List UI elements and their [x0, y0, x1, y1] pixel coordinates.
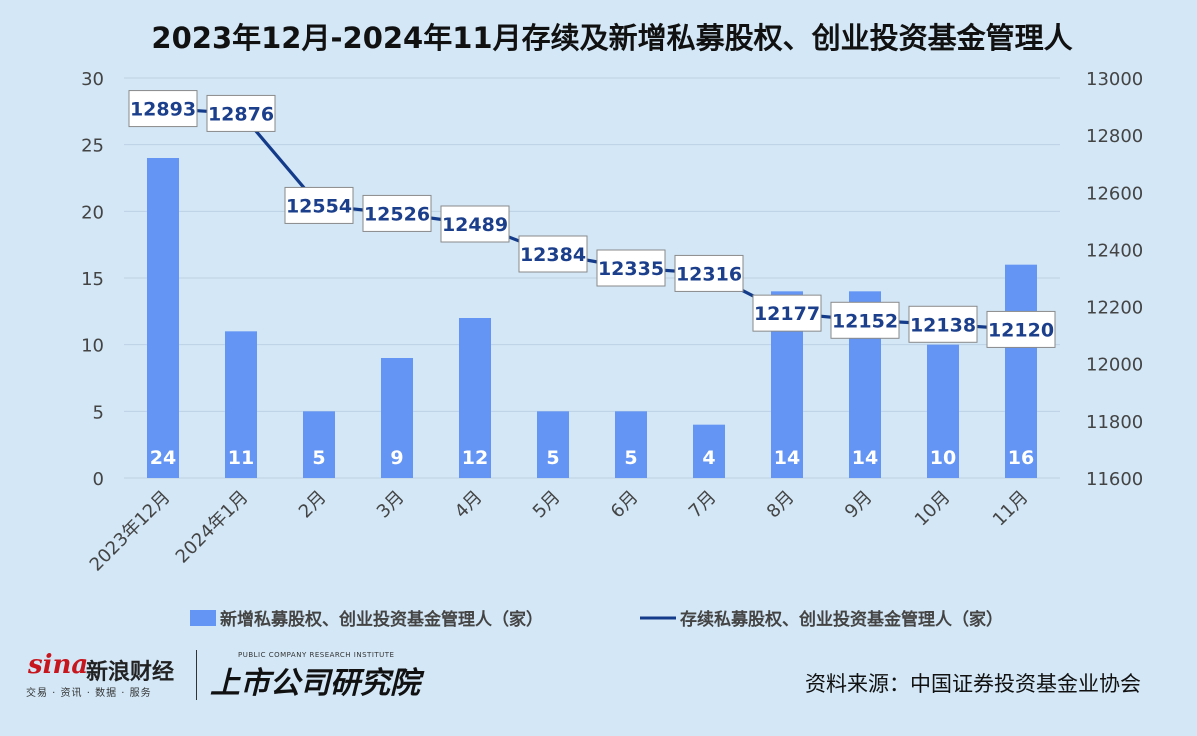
line-label-box [674, 254, 744, 292]
y-right-tick-label: 12800 [1086, 126, 1143, 147]
line-data-label: 12489 [442, 214, 508, 236]
line-data-label: 12335 [598, 258, 664, 280]
bar [927, 344, 959, 478]
line-label-box [128, 90, 198, 128]
line-label-box [284, 186, 354, 224]
bar-data-label: 5 [312, 447, 325, 469]
line-data-label: 12152 [832, 310, 898, 332]
sina-finance-tagline: 交易 · 资讯 · 数据 · 服务 [26, 688, 152, 699]
y-left-tick-label: 10 [81, 336, 104, 357]
bar-data-label: 5 [546, 447, 559, 469]
y-left-tick-label: 20 [81, 202, 104, 223]
footer-logos: sina 新浪财经 交易 · 资讯 · 数据 · 服务 PUBLIC COMPA… [22, 648, 442, 708]
line-data-label: 12120 [988, 319, 1054, 341]
x-tick-label: 10月 [911, 487, 955, 531]
y-right-tick-label: 12000 [1086, 355, 1143, 376]
x-tick-label: 11月 [989, 487, 1033, 531]
y-right-tick-label: 12200 [1086, 298, 1143, 319]
footer-divider [196, 650, 197, 700]
x-tick-label: 9月 [841, 487, 877, 523]
x-tick-label: 3月 [373, 487, 409, 523]
bar-data-label: 10 [930, 447, 956, 469]
bar-data-label: 5 [624, 447, 637, 469]
legend-bar-swatch [190, 610, 216, 626]
x-tick-label: 6月 [607, 487, 643, 523]
y-right-tick-label: 12600 [1086, 183, 1143, 204]
bar-data-label: 16 [1008, 447, 1034, 469]
chart-title: 2023年12月-2024年11月存续及新增私募股权、创业投资基金管理人 [151, 21, 1072, 55]
bar-data-label: 11 [228, 447, 254, 469]
bar-data-label: 14 [774, 447, 800, 469]
y-right-tick-label: 12400 [1086, 240, 1143, 261]
y-left-tick-label: 5 [93, 402, 104, 423]
line-label-box [908, 305, 978, 343]
line-label-box [596, 249, 666, 287]
x-tick-label: 2024年1月 [172, 487, 253, 568]
line-label-box [440, 205, 510, 243]
x-tick-label: 7月 [685, 487, 721, 523]
bar-data-label: 4 [702, 447, 715, 469]
line-data-label: 12177 [754, 303, 820, 325]
bar [693, 424, 725, 478]
line-label-box [986, 310, 1056, 348]
bar [147, 158, 179, 478]
y-right-tick-label: 11800 [1086, 412, 1143, 433]
line-data-label: 12526 [364, 203, 430, 225]
line-label-box [206, 94, 276, 132]
bar [615, 411, 647, 478]
bar [1005, 264, 1037, 478]
bar [537, 411, 569, 478]
x-tick-label: 2023年12月 [86, 487, 175, 576]
y-right-tick-label: 13000 [1086, 69, 1143, 90]
bar [381, 358, 413, 478]
bar-data-label: 12 [462, 447, 488, 469]
line-data-label: 12554 [286, 195, 352, 217]
line-data-label: 12138 [910, 314, 976, 336]
bar [303, 411, 335, 478]
bar-data-label: 9 [390, 447, 403, 469]
x-tick-label: 2月 [295, 487, 331, 523]
line-label-box [362, 194, 432, 232]
y-left-tick-label: 15 [81, 269, 104, 290]
legend-bar-label: 新增私募股权、创业投资基金管理人（家） [220, 609, 543, 630]
line-data-label: 12384 [520, 244, 586, 266]
institute-chinese-name: 上市公司研究院 [210, 666, 420, 701]
line-label-box [830, 301, 900, 339]
bar [225, 331, 257, 478]
y-right-tick-label: 11600 [1086, 469, 1143, 490]
bar [459, 318, 491, 478]
data-source: 资料来源：中国证券投资基金业协会 [805, 672, 1141, 696]
line-label-box [518, 235, 588, 273]
y-left-tick-label: 25 [81, 136, 104, 157]
x-tick-label: 4月 [451, 487, 487, 523]
line-data-label: 12316 [676, 263, 742, 285]
line-data-label: 12876 [208, 103, 274, 125]
x-tick-label: 8月 [763, 487, 799, 523]
x-tick-label: 5月 [529, 487, 565, 523]
line-data-label: 12893 [130, 99, 196, 121]
y-left-tick-label: 30 [81, 69, 104, 90]
legend-line-label: 存续私募股权、创业投资基金管理人（家） [680, 609, 1003, 630]
institute-english-name: PUBLIC COMPANY RESEARCH INSTITUTE [238, 651, 395, 659]
bar-data-label: 14 [852, 447, 878, 469]
bar-data-label: 24 [150, 447, 176, 469]
sina-finance-name: 新浪财经 [86, 660, 175, 685]
sina-logo: sina [28, 650, 89, 680]
line-label-box [752, 294, 822, 332]
y-left-tick-label: 0 [93, 469, 104, 490]
